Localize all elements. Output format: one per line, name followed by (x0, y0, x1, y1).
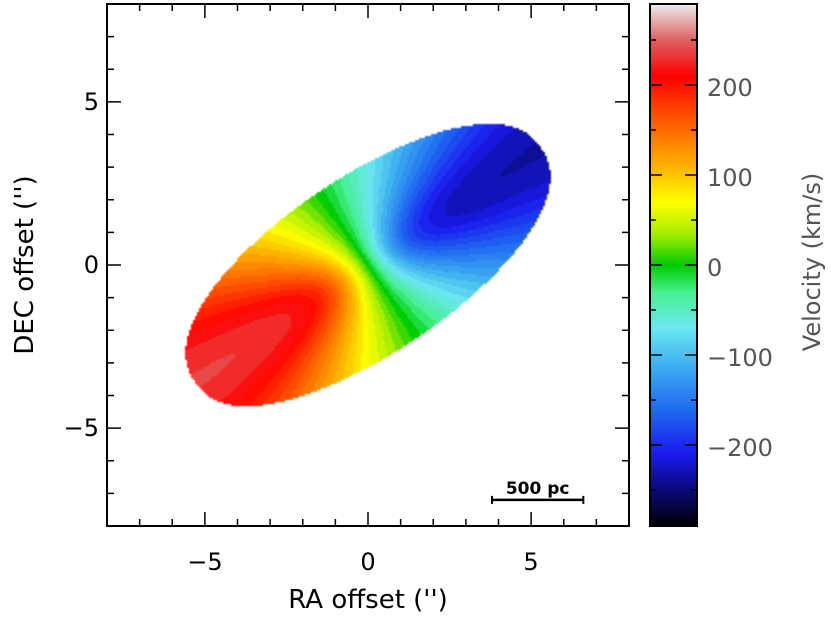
x-axis-ticks (138, 4, 598, 526)
y-axis-ticks (107, 35, 629, 495)
colorbar-label: Velocity (km/s) (798, 173, 826, 351)
y-axis-label: DEC offset ('') (10, 175, 40, 354)
colorbar-tick-label: −200 (707, 434, 773, 462)
colorbar-tick-label: −100 (707, 344, 773, 372)
y-tick-label: −5 (64, 414, 99, 442)
x-tick-label: 0 (360, 548, 375, 576)
scale-bar-label: 500 pc (506, 479, 570, 499)
colorbar-tick-label: 100 (707, 164, 753, 192)
colorbar-tick-labels: −200 −100 0 100 200 (707, 74, 773, 462)
velocity-field-image (107, 4, 629, 526)
scale-bar: 500 pc (490, 479, 585, 504)
x-tick-label: 5 (523, 548, 538, 576)
y-tick-labels: −5 0 5 (64, 88, 99, 442)
x-tick-label: −5 (187, 548, 222, 576)
colorbar-tick-label: 0 (707, 254, 722, 282)
x-axis-label: RA offset ('') (288, 585, 447, 615)
colorbar-tick-label: 200 (707, 74, 753, 102)
y-tick-label: 0 (84, 251, 99, 279)
colorbar-ticks (650, 39, 697, 491)
colorbar: −200 −100 0 100 200 Velocity (km/s) (649, 3, 826, 527)
y-tick-label: 5 (84, 88, 99, 116)
x-tick-labels: −5 0 5 (187, 548, 538, 576)
velocity-field (107, 4, 629, 526)
